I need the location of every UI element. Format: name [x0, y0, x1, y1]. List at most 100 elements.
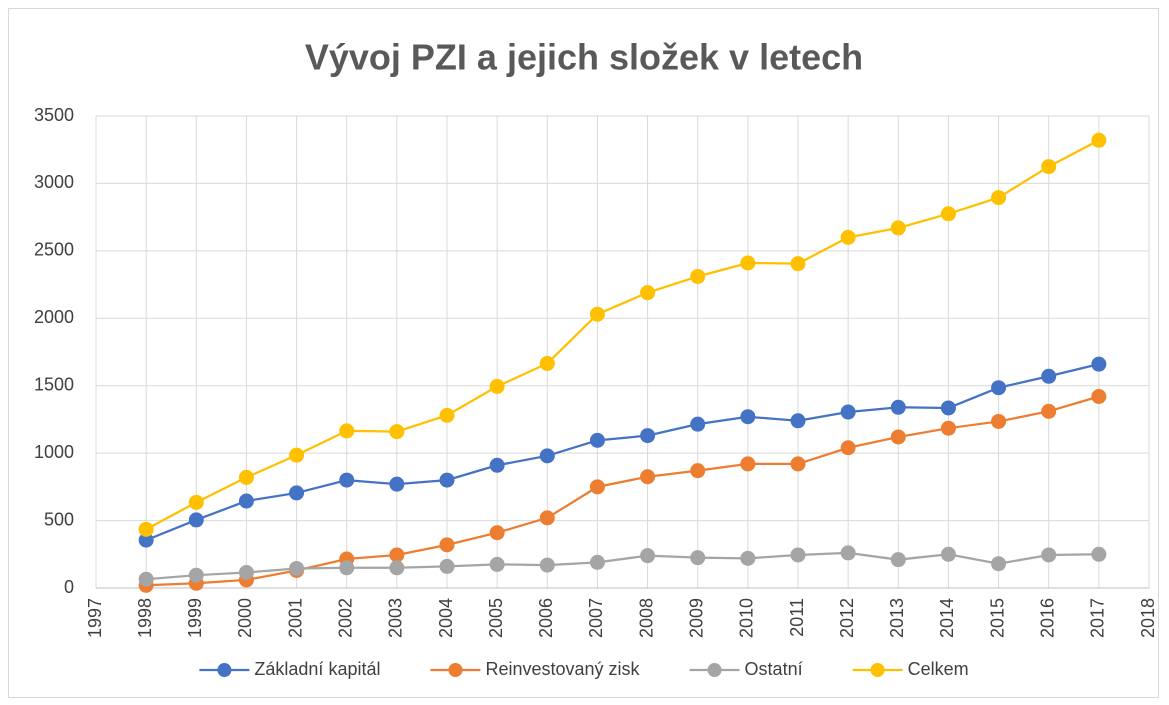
marker: [890, 399, 906, 415]
x-tick-label: 2000: [235, 598, 255, 638]
legend-marker: [448, 663, 463, 677]
marker: [1041, 368, 1057, 384]
y-tick-label: 3500: [34, 105, 74, 125]
chart-border: [8, 8, 1159, 698]
series-line: [145, 139, 1100, 531]
legend-label: Reinvestovaný zisk: [485, 659, 640, 679]
x-tick-label: 2001: [285, 598, 305, 638]
x-tick-label: 1999: [185, 598, 205, 638]
legend-label: Celkem: [908, 659, 969, 679]
marker: [389, 424, 405, 440]
marker: [489, 378, 505, 394]
marker: [389, 547, 405, 563]
marker: [940, 400, 956, 416]
legend-item: Reinvestovaný zisk: [430, 659, 641, 679]
marker: [238, 469, 254, 485]
marker: [589, 479, 605, 495]
marker: [339, 423, 355, 439]
x-tick-label: 2005: [486, 598, 506, 638]
marker: [991, 413, 1007, 429]
marker: [389, 560, 405, 576]
marker: [539, 355, 555, 371]
marker: [489, 457, 505, 473]
marker: [1091, 546, 1107, 562]
marker: [991, 556, 1007, 572]
x-tick-label: 2012: [837, 598, 857, 638]
marker: [539, 448, 555, 464]
marker: [940, 546, 956, 562]
marker: [238, 493, 254, 509]
marker: [1041, 403, 1057, 419]
marker: [890, 429, 906, 445]
marker: [589, 554, 605, 570]
marker: [740, 550, 756, 566]
x-tick-label: 2006: [536, 598, 556, 638]
marker: [890, 220, 906, 236]
marker: [640, 469, 656, 485]
marker: [1041, 159, 1057, 175]
x-tick-label: 2008: [636, 598, 656, 638]
y-tick-label: 1000: [34, 442, 74, 462]
y-tick-label: 3000: [34, 172, 74, 192]
marker: [439, 537, 455, 553]
marker: [690, 550, 706, 566]
marker: [389, 476, 405, 492]
legend-item: Ostatní: [689, 659, 803, 679]
x-tick-label: 2010: [737, 598, 757, 638]
marker: [138, 571, 154, 587]
legend-item: Základní kapitál: [199, 659, 380, 679]
y-tick-label: 2000: [34, 307, 74, 327]
marker: [1091, 389, 1107, 405]
y-tick-label: 500: [44, 509, 74, 529]
x-tick-label: 2018: [1138, 598, 1158, 638]
marker: [589, 306, 605, 322]
marker: [339, 472, 355, 488]
marker: [991, 380, 1007, 396]
series-line: [146, 551, 1099, 581]
marker: [740, 255, 756, 271]
x-tick-label: 2014: [937, 598, 957, 638]
marker: [589, 432, 605, 448]
marker: [690, 416, 706, 432]
marker: [790, 413, 806, 429]
marker: [790, 547, 806, 563]
marker: [1041, 547, 1057, 563]
marker: [840, 440, 856, 456]
marker: [640, 428, 656, 444]
marker: [690, 463, 706, 479]
marker: [439, 472, 455, 488]
x-tick-label: 2011: [787, 598, 807, 637]
series-line: [145, 363, 1100, 542]
y-tick-label: 2500: [34, 240, 74, 260]
x-tick-label: 2004: [436, 598, 456, 638]
marker: [940, 206, 956, 222]
marker: [840, 404, 856, 420]
marker: [740, 409, 756, 425]
marker: [1091, 356, 1107, 372]
marker: [640, 285, 656, 301]
marker: [188, 494, 204, 510]
marker: [339, 560, 355, 576]
legend: Základní kapitál Reinvestovaný zisk Ostatn…: [199, 659, 969, 679]
x-tick-label: 2003: [386, 598, 406, 638]
marker: [790, 456, 806, 472]
marker: [991, 190, 1007, 206]
legend-marker: [707, 663, 722, 677]
x-tick-label: 2007: [586, 598, 606, 638]
marker: [439, 407, 455, 423]
y-tick-label: 1500: [34, 374, 74, 394]
x-tick-label: 1997: [85, 598, 105, 638]
marker: [1091, 132, 1107, 148]
marker: [289, 560, 305, 576]
x-tick-label: 2016: [1037, 598, 1057, 638]
legend-label: Ostatní: [745, 659, 803, 679]
marker: [840, 229, 856, 245]
marker: [138, 521, 154, 537]
x-tick-label: 2015: [987, 598, 1007, 638]
marker: [188, 512, 204, 528]
marker: [940, 420, 956, 436]
marker: [489, 525, 505, 541]
marker: [539, 510, 555, 526]
marker: [740, 456, 756, 472]
